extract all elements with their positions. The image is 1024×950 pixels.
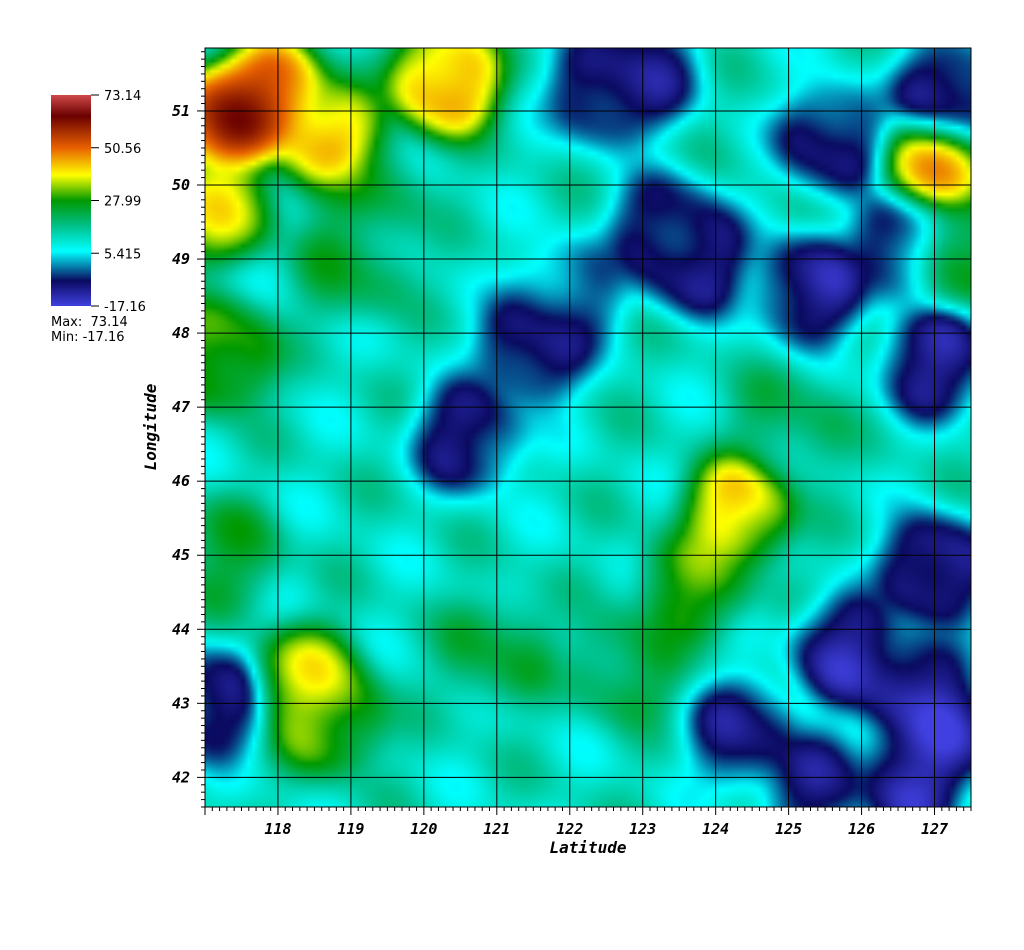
y-tick-label: 46 bbox=[172, 472, 190, 490]
y-tick-labels: 42 43 44 45 46 47 48 49 50 51 bbox=[172, 102, 190, 786]
x-axis-title: Latitude bbox=[549, 838, 626, 857]
x-tick-label: 126 bbox=[848, 820, 875, 838]
colorbar-labels: 73.14 50.56 27.99 5.415 -17.16 bbox=[91, 89, 146, 315]
colorbar-label: 50.56 bbox=[104, 142, 141, 157]
colorbar-label: 5.415 bbox=[104, 247, 141, 262]
x-tick-label: 120 bbox=[410, 820, 437, 838]
x-tick-label: 121 bbox=[483, 820, 510, 838]
y-tick-label: 44 bbox=[172, 620, 190, 638]
x-tick-label: 118 bbox=[264, 820, 291, 838]
x-tick-labels: 118 119 120 121 122 123 124 125 126 127 bbox=[264, 820, 948, 838]
x-tick-label: 122 bbox=[556, 820, 583, 838]
y-axis-title: Longitude bbox=[141, 383, 160, 470]
y-tick-label: 49 bbox=[172, 250, 190, 268]
x-tick-label: 127 bbox=[921, 820, 948, 838]
minor-ticks bbox=[197, 51, 972, 815]
heatmap-image bbox=[205, 48, 971, 807]
y-tick-label: 45 bbox=[172, 546, 190, 564]
plot-frame bbox=[204, 47, 972, 808]
x-tick-label: 125 bbox=[775, 820, 802, 838]
y-tick-label: 51 bbox=[172, 102, 190, 120]
x-tick-label: 124 bbox=[702, 820, 729, 838]
y-tick-label: 47 bbox=[172, 398, 190, 416]
y-tick-label: 50 bbox=[172, 176, 190, 194]
x-tick-label: 123 bbox=[629, 820, 656, 838]
colorbar-label: 73.14 bbox=[104, 89, 141, 104]
colorbar: 73.14 50.56 27.99 5.415 -17.16 Max: 73.14 Mi… bbox=[51, 89, 146, 345]
y-tick-label: 42 bbox=[172, 768, 190, 786]
y-tick-label: 43 bbox=[172, 694, 190, 712]
colorbar-gradient bbox=[51, 95, 91, 306]
x-tick-label: 119 bbox=[337, 820, 364, 838]
grid-lines bbox=[205, 48, 971, 807]
colorbar-label: -17.16 bbox=[104, 300, 146, 315]
plot-area bbox=[197, 47, 972, 815]
colorbar-max-text: Max: 73.14 bbox=[51, 315, 128, 330]
colorbar-min-text: Min: -17.16 bbox=[51, 330, 125, 345]
colorbar-label: 27.99 bbox=[104, 195, 141, 210]
y-tick-label: 48 bbox=[172, 324, 190, 342]
